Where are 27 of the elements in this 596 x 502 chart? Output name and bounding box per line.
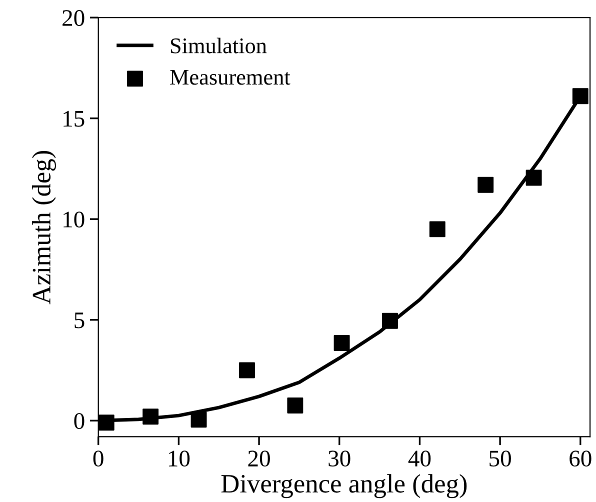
x-axis-title: Divergence angle (deg)	[221, 474, 467, 498]
point	[98, 414, 114, 431]
point	[142, 408, 159, 425]
point	[429, 221, 446, 238]
point	[287, 398, 304, 414]
y-tick-label: 15	[64, 110, 84, 127]
x-tick-label: 10	[168, 450, 190, 467]
point	[334, 335, 350, 352]
x-tick-label: 20	[248, 450, 270, 467]
y-axis-title: Azimuth (deg)	[32, 151, 56, 304]
x-tick-label: 50	[490, 450, 511, 467]
point	[526, 170, 542, 186]
point	[382, 312, 398, 329]
point	[190, 412, 207, 428]
y-tick-label: 5	[74, 312, 84, 328]
x-tick-label: 30	[328, 450, 350, 467]
y-tick-label: 0	[74, 413, 84, 430]
legend-label: Measurement	[170, 70, 290, 85]
point	[572, 88, 588, 104]
x-tick-label: 0	[93, 450, 104, 467]
y-tick-label: 10	[64, 212, 84, 228]
x-tick-label: 60	[570, 450, 592, 467]
y-tick-label: 20	[62, 10, 84, 26]
legend-label: Simulation	[170, 38, 267, 54]
point	[238, 362, 255, 378]
x-tick-label: 40	[408, 450, 431, 467]
point	[478, 176, 494, 193]
